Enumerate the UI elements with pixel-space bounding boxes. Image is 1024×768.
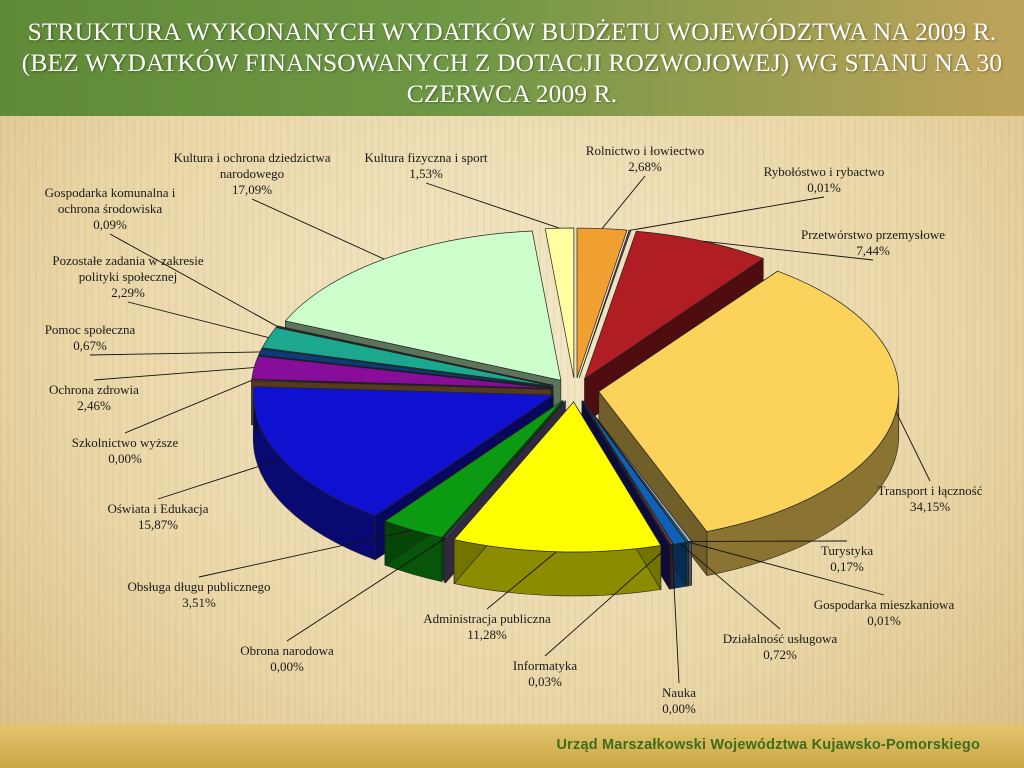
leader-line bbox=[198, 529, 413, 578]
slice-label-value: 0,03% bbox=[528, 674, 562, 689]
slice-label-value: 3,51% bbox=[182, 595, 216, 610]
footer-bar bbox=[0, 724, 1024, 768]
slice-label-value: 0,00% bbox=[108, 451, 142, 466]
leader-line bbox=[127, 301, 269, 339]
slice-label-name: polityki społecznej bbox=[79, 269, 178, 284]
slice-label-value: 0,67% bbox=[73, 338, 107, 353]
slice-label-10: Obrona narodowa 0,00% bbox=[240, 643, 334, 674]
slice-label-name: Nauka bbox=[662, 685, 696, 700]
slice-label-name: Przetwórstwo przemysłowe bbox=[801, 227, 945, 242]
slice-label-14: Ochrona zdrowia 2,46% bbox=[49, 382, 139, 413]
leader-line bbox=[601, 175, 646, 229]
slice-label-9: Administracja publiczna 11,28% bbox=[423, 611, 551, 642]
title-bar bbox=[0, 0, 1024, 116]
slice-label-name: Oświata i Edukacja bbox=[107, 501, 208, 516]
pie-slice-2 bbox=[583, 230, 765, 380]
leader-line bbox=[895, 411, 931, 482]
leader-line bbox=[629, 196, 825, 231]
slice-label-value: 0,01% bbox=[807, 180, 841, 195]
leader-line bbox=[157, 458, 282, 500]
slice-label-15: Pomoc społeczna 0,67% bbox=[45, 322, 136, 353]
leader-line bbox=[251, 198, 385, 260]
leader-line bbox=[93, 367, 255, 381]
slice-label-value: 2,46% bbox=[77, 398, 111, 413]
pie-slice-11 bbox=[384, 400, 564, 538]
leader-line bbox=[286, 538, 446, 642]
slice-label-value: 2,29% bbox=[111, 285, 145, 300]
leader-line bbox=[544, 544, 671, 657]
slice-label-7: Nauka 0,00% bbox=[662, 685, 696, 716]
slice-label-17: Gospodarka komunalna i ochrona środowiska… bbox=[45, 185, 176, 232]
slice-label-name: Kultura fizyczna i sport bbox=[364, 150, 487, 165]
slice-label-name: Turystyka bbox=[821, 543, 873, 558]
leader-line bbox=[89, 351, 261, 356]
slice-label-16: Pozostałe zadania w zakresie polityki spo… bbox=[52, 253, 203, 300]
pie-slice-8 bbox=[581, 401, 672, 546]
slice-label-name: Pomoc społeczna bbox=[45, 322, 136, 337]
slice-label-name: Gospodarka komunalna i bbox=[45, 185, 176, 200]
slice-label-value: 34,15% bbox=[910, 499, 950, 514]
slice-label-name: Szkolnictwo wyższe bbox=[72, 435, 179, 450]
pie-slice-10 bbox=[443, 400, 566, 539]
slice-label-name: ochrona środowiska bbox=[58, 201, 163, 216]
slice-label-name: Kultura i ochrona dziedzictwa bbox=[173, 150, 330, 165]
pie-slice-18 bbox=[284, 230, 562, 381]
slice-label-value: 15,87% bbox=[138, 517, 178, 532]
leader-line bbox=[687, 541, 885, 596]
footer-institution: Urząd Marszałkowski Województwa Kujawsko… bbox=[556, 737, 980, 753]
leader-line bbox=[671, 544, 680, 684]
slice-label-name: Pozostałe zadania w zakresie bbox=[52, 253, 203, 268]
slice-label-value: 17,09% bbox=[232, 182, 272, 197]
slice-label-13: Szkolnictwo wyższe 0,00% bbox=[72, 435, 179, 466]
slice-label-11: Obsługa długu publicznego 3,51% bbox=[128, 579, 271, 610]
slice-label-name: Gospodarka mieszkaniowa bbox=[814, 597, 955, 612]
slice-label-name: Działalność usługowa bbox=[723, 631, 838, 646]
slice-label-name: Transport i łączność bbox=[878, 483, 983, 498]
pie-slice-17 bbox=[276, 325, 554, 386]
slice-label-5: Gospodarka mieszkaniowa 0,01% bbox=[814, 597, 955, 628]
slice-label-name: Informatyka bbox=[513, 658, 577, 673]
slice-label-value: 0,00% bbox=[270, 659, 304, 674]
slice-label-19: Kultura fizyczna i sport 1,53% bbox=[364, 150, 487, 181]
pie-slice-15 bbox=[258, 348, 552, 388]
slice-label-name: narodowego bbox=[220, 166, 284, 181]
slice-label-12: Oświata i Edukacja 15,87% bbox=[107, 501, 208, 532]
leader-line bbox=[124, 379, 252, 434]
slice-label-name: Obrona narodowa bbox=[240, 643, 334, 658]
leader-line bbox=[679, 542, 781, 630]
slice-label-8: Informatyka 0,03% bbox=[513, 658, 577, 689]
slice-label-value: 0,09% bbox=[93, 217, 127, 232]
slice-label-name: Rybołóstwo i rybactwo bbox=[764, 164, 885, 179]
slice-label-1: Rybołóstwo i rybactwo 0,01% bbox=[764, 164, 885, 195]
slice-label-name: Obsługa długu publicznego bbox=[128, 579, 271, 594]
slice-label-value: 0,01% bbox=[867, 613, 901, 628]
slice-label-value: 11,28% bbox=[467, 627, 507, 642]
slice-label-6: Działalność usługowa 0,72% bbox=[723, 631, 838, 662]
slice-label-name: Administracja publiczna bbox=[423, 611, 551, 626]
pie-slice-3 bbox=[598, 270, 900, 532]
page-title: Struktura wykonanych wydatków budżetu wo… bbox=[21, 17, 1003, 108]
slice-label-name: Ochrona zdrowia bbox=[49, 382, 139, 397]
slice-label-value: 0,00% bbox=[662, 701, 696, 716]
slice-label-value: 0,17% bbox=[830, 559, 864, 574]
slice-label-4: Turystyka 0,17% bbox=[821, 543, 873, 574]
leader-line bbox=[425, 182, 560, 229]
slice-label-value: 7,44% bbox=[856, 243, 890, 258]
leader-line bbox=[486, 551, 557, 610]
slice-label-value: 1,53% bbox=[409, 166, 443, 181]
slice-label-18: Kultura i ochrona dziedzictwa narodowego 1… bbox=[173, 150, 330, 197]
leader-line bbox=[702, 240, 874, 261]
slice-label-value: 0,72% bbox=[763, 647, 797, 662]
slice-label-value: 2,68% bbox=[628, 159, 662, 174]
leader-line bbox=[109, 233, 278, 327]
slice-label-0: Rolnictwo i łowiectwo 2,68% bbox=[586, 143, 704, 174]
pie-slice-12 bbox=[252, 386, 555, 517]
slice-label-2: Przetwórstwo przemysłowe 7,44% bbox=[801, 227, 945, 258]
pie-slice-9 bbox=[453, 401, 662, 553]
slice-label-name: Rolnictwo i łowiectwo bbox=[586, 143, 704, 158]
slice-label-3: Transport i łączność 34,15% bbox=[878, 483, 983, 514]
